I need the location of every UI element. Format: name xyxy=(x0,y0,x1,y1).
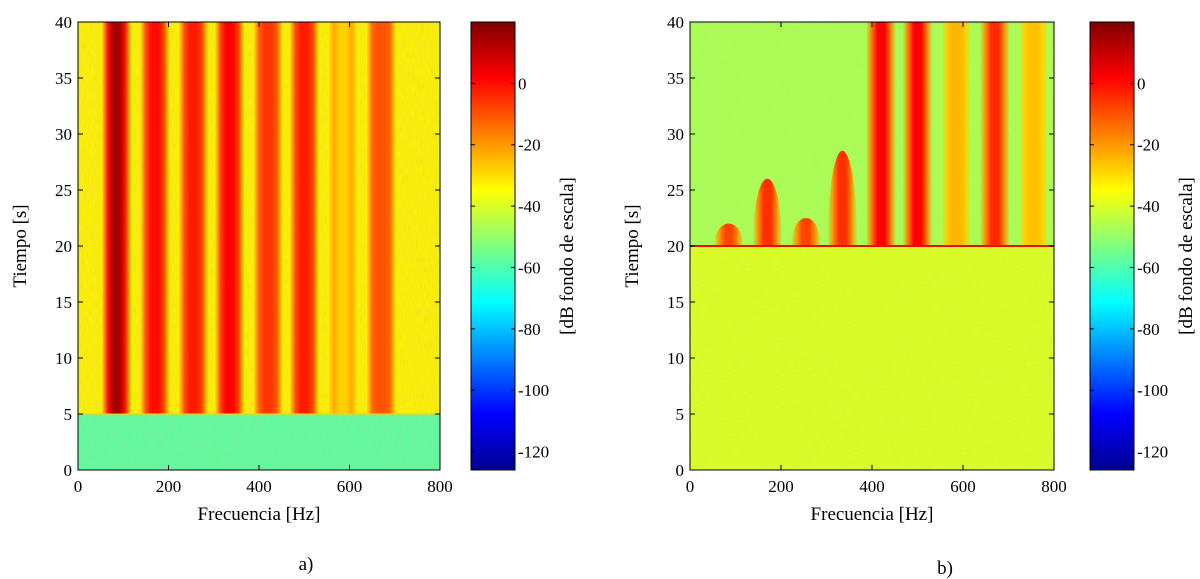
y-tick-label: 20 xyxy=(667,237,684,256)
y-tick-label: 35 xyxy=(667,69,684,88)
x-tick-label: 400 xyxy=(246,477,272,496)
frequency-band xyxy=(214,22,245,414)
x-tick-label: 800 xyxy=(427,477,453,496)
x-tick-label: 600 xyxy=(337,477,363,496)
x-tick-label: 0 xyxy=(686,477,695,496)
frequency-band xyxy=(289,22,320,414)
y-tick-label: 40 xyxy=(667,13,684,32)
frequency-band xyxy=(752,178,783,246)
colorbar-tick-label: -20 xyxy=(1137,136,1160,155)
colorbar-tick-label: -20 xyxy=(518,136,541,155)
frequency-band xyxy=(366,22,397,414)
y-tick-label: 25 xyxy=(55,181,72,200)
colorbar-label: [dB fondo de escala] xyxy=(1176,177,1197,335)
y-tick-label: 30 xyxy=(55,125,72,144)
y-tick-label: 40 xyxy=(55,13,72,32)
colorbar xyxy=(470,21,516,471)
spectrogram-panel: 0 200 400 600 800 0 5 10 15 20 25 30 35 40 Frecuencia … xyxy=(10,13,578,575)
y-tick-label: 5 xyxy=(64,405,73,424)
plot-area xyxy=(690,22,1054,470)
frequency-band xyxy=(791,218,822,246)
frequency-band xyxy=(139,22,170,414)
y-tick-label: 0 xyxy=(64,461,73,480)
y-tick-label: 35 xyxy=(55,69,72,88)
y-axis-label: Tiempo [s] xyxy=(10,204,31,287)
colorbar-tick-label: -60 xyxy=(518,258,541,277)
frequency-band xyxy=(941,22,972,246)
frequency-band xyxy=(979,22,1010,246)
x-tick-label: 200 xyxy=(768,477,794,496)
x-tick-label: 600 xyxy=(950,477,976,496)
y-tick-label: 0 xyxy=(676,461,685,480)
colorbar-tick-label: -80 xyxy=(1137,320,1160,339)
y-tick-label: 10 xyxy=(55,349,72,368)
plot-area xyxy=(78,22,440,470)
frequency-band xyxy=(902,22,933,246)
panel-caption: a) xyxy=(299,554,314,575)
x-tick-label: 0 xyxy=(74,477,83,496)
y-tick-label: 15 xyxy=(55,293,72,312)
colorbar-tick-label: -100 xyxy=(518,381,549,400)
x-tick-label: 200 xyxy=(156,477,182,496)
frequency-band xyxy=(866,22,897,246)
colorbar-tick-label: -60 xyxy=(1137,258,1160,277)
colorbar-tick-label: -100 xyxy=(1137,381,1168,400)
frequency-band xyxy=(713,223,744,246)
x-axis-label: Frecuencia [Hz] xyxy=(811,504,934,525)
frequency-band xyxy=(1018,22,1049,246)
x-axis-label: Frecuencia [Hz] xyxy=(198,504,321,525)
frequency-band xyxy=(101,22,132,414)
y-tick-label: 10 xyxy=(667,349,684,368)
frequency-band xyxy=(327,22,358,414)
colorbar-label: [dB fondo de escala] xyxy=(557,177,578,335)
colorbar xyxy=(1089,21,1135,471)
y-tick-label: 15 xyxy=(667,293,684,312)
x-tick-label: 400 xyxy=(859,477,885,496)
colorbar-tick-label: 0 xyxy=(518,74,527,93)
y-tick-label: 5 xyxy=(676,405,685,424)
colorbar-tick-label: -40 xyxy=(1137,197,1160,216)
colorbar-tick-label: -120 xyxy=(518,443,549,462)
y-axis-label: Tiempo [s] xyxy=(622,204,643,287)
colorbar-tick-label: -120 xyxy=(1137,443,1168,462)
spectrogram-panel: 0 200 400 600 800 0 5 10 15 20 25 30 35 40 Frecuencia … xyxy=(622,13,1197,579)
colorbar-tick-label: -80 xyxy=(518,320,541,339)
colorbar-tick-label: -40 xyxy=(518,197,541,216)
y-tick-label: 30 xyxy=(667,125,684,144)
y-tick-label: 20 xyxy=(55,237,72,256)
x-tick-label: 800 xyxy=(1041,477,1067,496)
frequency-band xyxy=(178,22,209,414)
panel-caption: b) xyxy=(937,558,953,579)
frequency-band xyxy=(827,150,858,246)
y-tick-label: 25 xyxy=(667,181,684,200)
frequency-band xyxy=(253,22,283,414)
colorbar-tick-label: 0 xyxy=(1137,74,1146,93)
